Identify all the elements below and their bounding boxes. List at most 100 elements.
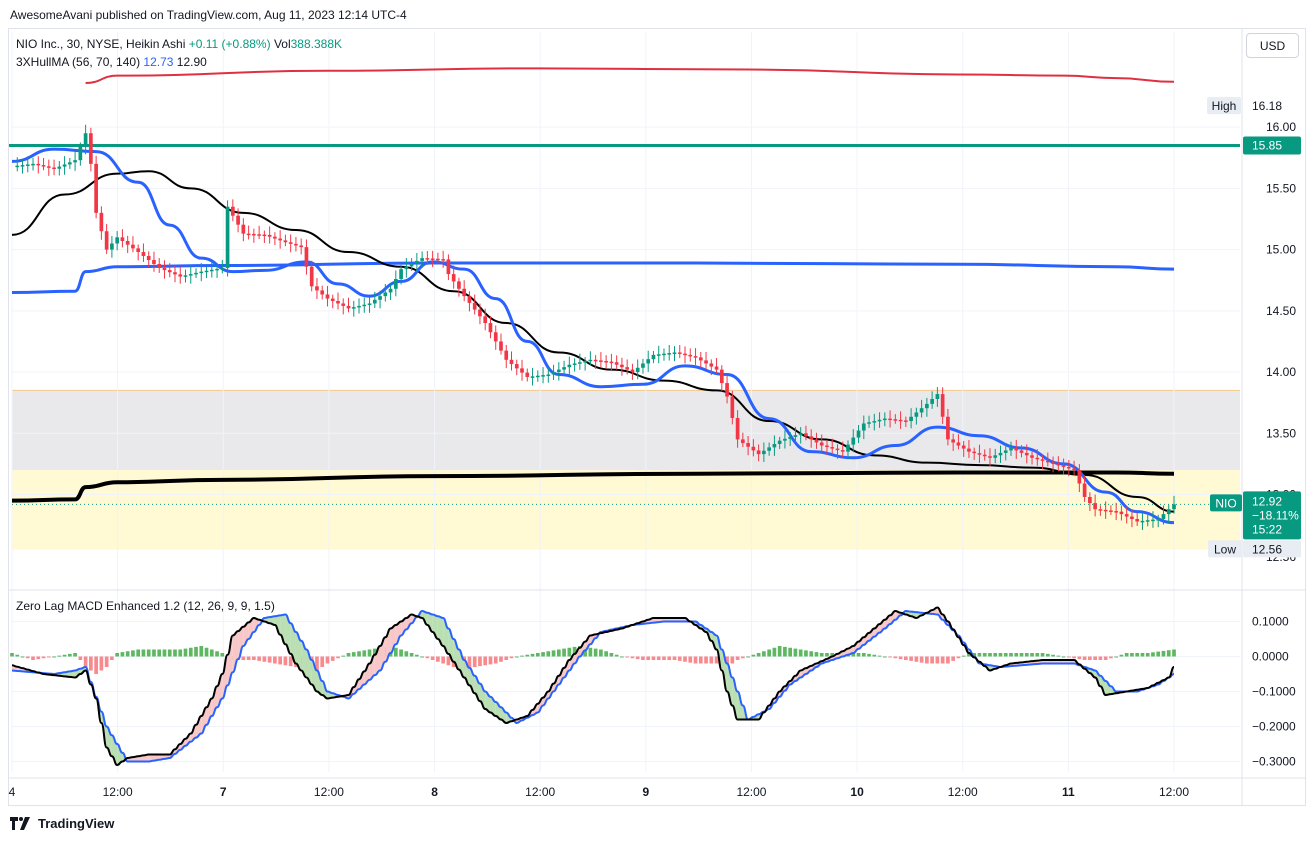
candle-down: [1098, 509, 1103, 511]
macd-histogram-bar: [325, 656, 330, 664]
macd-histogram-bar: [152, 649, 156, 657]
macd-histogram-bar: [546, 651, 551, 657]
macd-histogram-bar: [988, 653, 992, 657]
candle-up: [925, 403, 929, 409]
candle-up: [378, 296, 382, 300]
candle-up: [793, 435, 798, 437]
candle-up: [110, 243, 114, 250]
candle-down: [1135, 519, 1140, 522]
candle-up: [788, 436, 793, 439]
grey-zone: [12, 390, 1240, 471]
macd-histogram-bar: [146, 649, 151, 657]
candle-down: [451, 274, 456, 282]
candle-down: [478, 309, 482, 317]
candle-up: [651, 354, 656, 360]
macd-ribbon: [506, 712, 512, 723]
macd-histogram-bar: [262, 656, 267, 662]
candle-down: [230, 206, 235, 216]
candle-down: [304, 247, 309, 267]
candle-down: [1030, 455, 1034, 458]
candle-up: [667, 353, 672, 355]
macd-histogram-bar: [867, 653, 871, 657]
macd-histogram-bar: [1119, 654, 1124, 657]
candle-up: [772, 444, 777, 448]
candle-down: [152, 259, 156, 264]
macd-ribbon: [369, 654, 375, 680]
macd-histogram-bar: [1082, 656, 1087, 660]
macd-histogram-bar: [904, 656, 908, 660]
candle-down: [614, 362, 619, 365]
time-tick-label: 7: [220, 785, 227, 799]
macd-histogram-bar: [1077, 656, 1082, 660]
macd-histogram-bar: [162, 649, 167, 657]
candle-down: [620, 364, 624, 368]
macd-histogram-bar: [372, 648, 377, 657]
macd-histogram-bar: [472, 656, 477, 667]
candle-up: [1003, 450, 1008, 453]
macd-histogram-bar: [330, 656, 335, 661]
macd-histogram-bar: [756, 653, 761, 657]
macd-title: Zero Lag MACD Enhanced 1.2 (12, 26, 9, 9…: [16, 599, 275, 613]
macd-ribbon: [732, 677, 738, 720]
macd-histogram-bar: [315, 656, 319, 671]
candle-up: [372, 299, 377, 304]
macd-ribbon: [700, 625, 707, 632]
macd-histogram-bar: [215, 651, 219, 657]
candle-up: [188, 274, 193, 276]
macd-histogram-bar: [41, 656, 46, 659]
candle-down: [262, 234, 267, 237]
macd-histogram-bar: [283, 656, 288, 666]
candle-up: [882, 418, 887, 421]
candle-down: [956, 442, 961, 446]
macd-ribbon: [553, 675, 559, 692]
macd-histogram-bar: [367, 649, 372, 657]
candle-up: [204, 270, 209, 273]
macd-histogram-bar: [1109, 656, 1113, 659]
macd-histogram-bar: [99, 656, 104, 671]
time-tick-label: 12:00: [314, 785, 344, 799]
candle-up: [556, 369, 561, 373]
macd-histogram-bar: [951, 656, 956, 661]
macd-histogram-bar: [246, 656, 251, 660]
macd-ribbon: [727, 663, 733, 706]
hull-black-slow-line: [11, 470, 1175, 503]
candle-down: [804, 433, 808, 437]
macd-histogram-bar: [877, 655, 882, 657]
candle-up: [877, 419, 882, 422]
time-tick-label: 12:00: [1159, 785, 1189, 799]
candle-down: [1082, 483, 1087, 497]
macd-histogram-bar: [646, 656, 651, 660]
candle-down: [809, 436, 814, 440]
candle-up: [225, 206, 230, 268]
candle-up: [388, 288, 393, 293]
candle-down: [514, 364, 519, 369]
macd-histogram-bar: [1019, 653, 1024, 657]
candle-down: [504, 350, 509, 360]
candle-down: [483, 316, 488, 324]
indicator-legend[interactable]: 3XHullMA (56, 70, 140) 12.73 12.90: [16, 55, 207, 69]
candle-down: [1119, 511, 1124, 515]
macd-histogram-bar: [798, 649, 803, 657]
candle-down: [104, 231, 109, 250]
candle-down: [888, 418, 892, 421]
macd-tick-label: −0.2000: [1252, 720, 1296, 734]
candle-up: [67, 162, 72, 165]
macd-ribbon: [301, 640, 307, 678]
macd-legend[interactable]: Zero Lag MACD Enhanced 1.2 (12, 26, 9, 9…: [16, 599, 275, 613]
macd-histogram-bar: [861, 653, 866, 657]
macd-ribbon: [579, 641, 586, 657]
symbol-legend[interactable]: NIO Inc., 30, NYSE, Heikin Ashi +0.11 (+…: [16, 37, 342, 51]
currency-button[interactable]: USD: [1246, 33, 1299, 58]
macd-ribbon: [884, 615, 891, 629]
macd-histogram-bar: [530, 653, 535, 657]
macd-histogram-bar: [478, 656, 482, 667]
macd-ribbon: [117, 744, 123, 765]
macd-histogram-bar: [104, 656, 109, 667]
volume-label: Vol: [273, 37, 291, 51]
macd-histogram-bar: [1140, 653, 1145, 657]
candle-up: [183, 275, 188, 277]
candle-down: [951, 439, 956, 443]
tradingview-footer[interactable]: TradingView: [10, 816, 114, 831]
symbol-tag: NIO: [1215, 496, 1236, 510]
